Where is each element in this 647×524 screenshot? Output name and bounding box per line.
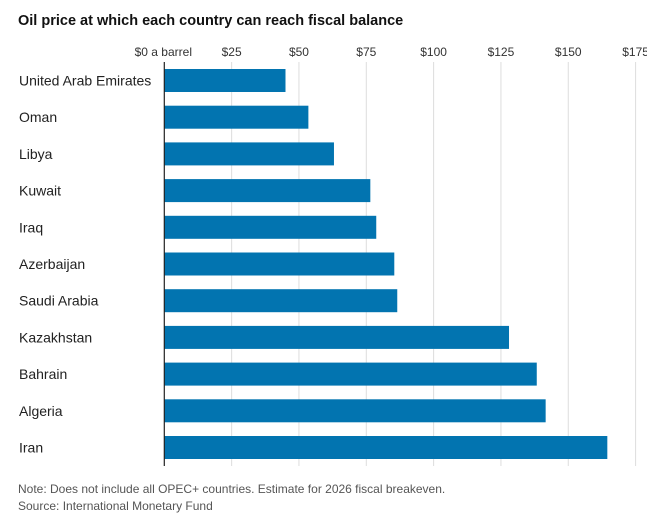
category-label: Iraq <box>19 219 43 235</box>
bar <box>164 289 398 313</box>
x-tick-label: $0 a barrel <box>135 45 192 59</box>
x-tick-label: $75 <box>356 45 376 59</box>
x-tick-label: $150 <box>555 45 582 59</box>
bar <box>164 436 608 459</box>
bar <box>164 399 546 423</box>
x-tick-label: $50 <box>289 45 309 59</box>
bar <box>164 105 309 129</box>
category-label: United Arab Emirates <box>19 73 151 89</box>
chart-title: Oil price at which each country can reac… <box>18 13 404 29</box>
x-tick-label: $175 <box>622 45 647 59</box>
x-tick-label: $100 <box>420 45 447 59</box>
category-label: Algeria <box>19 403 63 419</box>
x-tick-label: $25 <box>222 45 242 59</box>
category-label: Kuwait <box>19 183 61 199</box>
category-label: Libya <box>19 146 53 162</box>
chart-source: Source: International Monetary Fund <box>18 499 213 513</box>
bar <box>164 362 537 386</box>
bar <box>164 252 395 276</box>
category-label: Bahrain <box>19 366 67 382</box>
category-label: Azerbaijan <box>19 256 85 272</box>
x-tick-label: $125 <box>488 45 515 59</box>
category-label: Iran <box>19 440 43 456</box>
bar <box>164 179 371 203</box>
bar <box>164 69 286 92</box>
bar <box>164 325 510 349</box>
bar <box>164 215 377 239</box>
category-label: Oman <box>19 109 57 125</box>
chart-note: Note: Does not include all OPEC+ countri… <box>18 482 446 496</box>
category-label: Saudi Arabia <box>19 293 99 309</box>
category-label: Kazakhstan <box>19 329 92 345</box>
bar <box>164 142 334 166</box>
